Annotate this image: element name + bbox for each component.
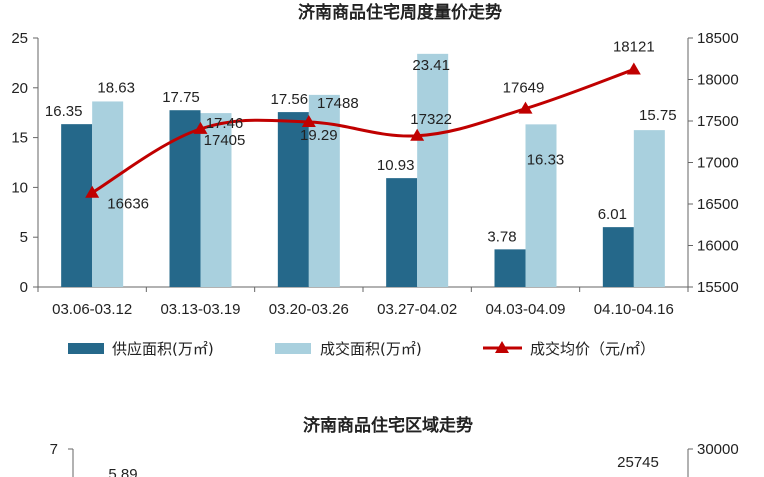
chart2-axes: 7 30000 [50, 441, 739, 477]
data-label-price: 18121 [613, 38, 655, 55]
legend-item-price: 成交均价（元/㎡） [483, 340, 655, 358]
legend: 供应面积(万㎡) 成交面积(万㎡) 成交均价（元/㎡） [68, 340, 655, 358]
data-label-sold: 16.33 [527, 151, 565, 168]
right-y-tick-label: 17500 [697, 113, 739, 130]
data-label-sold: 19.29 [300, 127, 338, 144]
legend-label-price: 成交均价（元/㎡） [530, 340, 655, 358]
price-marker [193, 121, 208, 134]
legend-swatch-price-marker [495, 341, 509, 353]
right-y-tick-label: 17000 [697, 155, 739, 172]
bar-supply [494, 249, 526, 287]
legend-item-sold: 成交面积(万㎡) [275, 340, 422, 358]
data-label-supply: 17.56 [271, 91, 309, 108]
right-y-tick-label: 16000 [697, 238, 739, 255]
chart2-title: 济南商品住宅区域走势 [303, 415, 473, 436]
data-label-price: 17405 [204, 132, 246, 149]
chart2-data-label: 25745 [617, 454, 659, 471]
bar-supply [61, 124, 93, 288]
data-label-sold: 15.75 [639, 107, 677, 124]
bar-supply [169, 110, 201, 288]
bar-sold [200, 113, 232, 288]
data-label-sold: 18.63 [97, 79, 135, 96]
chart1-bars [61, 53, 665, 288]
chart2-data-label: 5.89 [108, 466, 137, 477]
legend-label-supply: 供应面积(万㎡) [112, 340, 214, 358]
price-marker [410, 128, 425, 141]
data-label-sold: 23.41 [412, 57, 450, 74]
chart1-axes: 0 5 10 15 20 25 15500 16000 16500 17000 17500 18000… [11, 30, 738, 318]
data-label-price: 17322 [410, 111, 452, 128]
bar-sold [417, 53, 449, 288]
right-y-tick-label: 16500 [697, 196, 739, 213]
x-tick-label: 03.06-03.12 [52, 301, 132, 318]
chart1-line [85, 62, 641, 198]
right-y-tick-label: 18000 [697, 72, 739, 89]
legend-item-supply: 供应面积(万㎡) [68, 340, 214, 358]
bar-sold [633, 130, 665, 287]
left-y-tick-label: 25 [11, 30, 28, 47]
price-marker [626, 62, 641, 75]
left-y-tick-label: 0 [20, 279, 28, 296]
x-tick-label: 04.10-04.16 [594, 301, 674, 318]
x-tick-label: 03.13-03.19 [160, 301, 240, 318]
bar-supply [277, 112, 309, 287]
price-marker [301, 114, 316, 127]
right-y-tick-label: 15500 [697, 279, 739, 296]
left-y-tick-label: 20 [11, 80, 28, 97]
legend-swatch-sold [275, 343, 311, 354]
chart-title: 济南商品住宅周度量价走势 [298, 2, 502, 23]
data-label-price: 17649 [503, 80, 545, 97]
chart2-right-tick-label: 30000 [697, 441, 739, 458]
x-tick-label: 04.03-04.09 [485, 301, 565, 318]
data-label-supply: 6.01 [598, 206, 627, 223]
x-tick-label: 03.27-04.02 [377, 301, 457, 318]
left-y-tick-label: 5 [20, 229, 28, 246]
bar-supply [386, 178, 418, 287]
data-label-sold: 17.46 [206, 115, 244, 132]
left-y-tick-label: 10 [11, 179, 28, 196]
bar-sold [92, 101, 124, 288]
data-label-supply: 10.93 [377, 157, 415, 174]
legend-label-sold: 成交面积(万㎡) [320, 340, 422, 358]
price-marker [85, 185, 100, 198]
data-label-supply: 3.78 [487, 228, 516, 245]
data-label-price: 16636 [107, 196, 149, 213]
data-label-price: 17488 [317, 95, 359, 112]
data-label-supply: 17.75 [162, 89, 200, 106]
data-label-supply: 16.35 [45, 103, 83, 120]
chart2-left-tick-label: 7 [50, 441, 58, 458]
right-y-tick-label: 18500 [697, 30, 739, 47]
legend-swatch-supply [68, 343, 104, 354]
bar-sold [525, 124, 557, 287]
left-y-tick-label: 15 [11, 130, 28, 147]
x-tick-label: 03.20-03.26 [269, 301, 349, 318]
price-marker [518, 101, 533, 114]
price-line [91, 68, 635, 195]
bar-supply [602, 227, 634, 287]
